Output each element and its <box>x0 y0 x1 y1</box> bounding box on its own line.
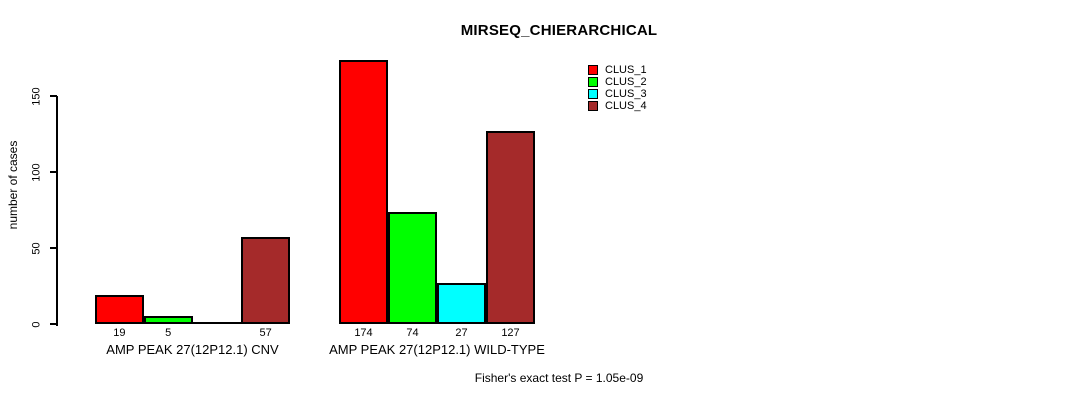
legend: CLUS_1 CLUS_2 CLUS_3 CLUS_4 <box>588 64 647 112</box>
bar-CLUS_4-group-1 <box>241 237 290 324</box>
bar-CLUS_3-group-2 <box>437 282 486 324</box>
legend-swatch-CLUS_1 <box>588 65 598 75</box>
bar-value-label: 174 <box>354 327 373 339</box>
legend-item: CLUS_3 <box>588 88 647 100</box>
legend-item: CLUS_1 <box>588 64 647 76</box>
bar-CLUS_1-group-1 <box>95 295 144 324</box>
y-axis-tick-label: 150 <box>30 86 43 106</box>
y-axis-tick-label: 50 <box>30 241 43 255</box>
legend-swatch-CLUS_4 <box>588 101 598 111</box>
legend-item: CLUS_2 <box>588 76 647 88</box>
legend-label: CLUS_1 <box>605 64 647 76</box>
legend-label: CLUS_4 <box>605 100 647 112</box>
fisher-test-annotation: Fisher's exact test P = 1.05e-09 <box>474 371 644 385</box>
bar-CLUS_2-group-1 <box>143 316 193 324</box>
y-axis-tick-label: 100 <box>30 162 43 182</box>
bar-value-label: 127 <box>501 327 520 339</box>
legend-item: CLUS_4 <box>588 100 647 112</box>
y-axis-line <box>56 96 58 326</box>
bar-CLUS_3-group-1-zero <box>192 322 242 324</box>
bar-CLUS_2-group-2 <box>388 211 437 324</box>
y-axis-tick <box>50 323 57 325</box>
legend-label: CLUS_3 <box>605 88 647 100</box>
y-axis-tick <box>50 95 57 97</box>
bar-value-label: 74 <box>406 327 419 339</box>
y-axis-title: number of cases <box>6 140 20 230</box>
y-axis-tick-label: 0 <box>30 320 43 328</box>
legend-label: CLUS_2 <box>605 76 647 88</box>
y-axis-tick <box>50 171 57 173</box>
chart-title: MIRSEQ_CHIERARCHICAL <box>460 22 658 39</box>
bar-CLUS_1-group-2 <box>339 59 388 324</box>
x-axis-category-label: AMP PEAK 27(12P12.1) CNV <box>106 342 279 357</box>
bar-CLUS_4-group-2 <box>486 130 535 324</box>
bar-value-label: 57 <box>259 327 272 339</box>
legend-swatch-CLUS_2 <box>588 77 598 87</box>
bar-value-label: 27 <box>455 327 468 339</box>
x-axis-category-label: AMP PEAK 27(12P12.1) WILD-TYPE <box>329 342 545 357</box>
legend-swatch-CLUS_3 <box>588 89 598 99</box>
bar-value-label: 19 <box>113 327 126 339</box>
bar-value-label: 5 <box>165 327 172 339</box>
y-axis-tick <box>50 247 57 249</box>
